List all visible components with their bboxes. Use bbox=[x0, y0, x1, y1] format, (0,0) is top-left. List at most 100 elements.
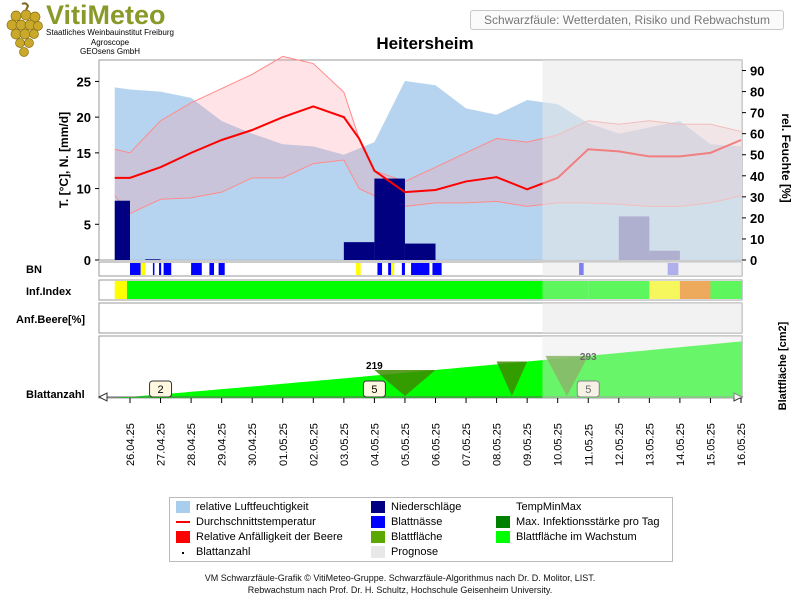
legend-label: Relative Anfälligkeit der Beere bbox=[196, 531, 343, 543]
leaf-area-label: 293 bbox=[580, 352, 597, 363]
legend-label: Durchschnittstemperatur bbox=[196, 516, 316, 528]
bn-segment-yellow bbox=[391, 263, 395, 275]
leaf-area-label: 219 bbox=[366, 361, 383, 372]
right-tick-label: 90 bbox=[750, 64, 764, 79]
leaf-count-label: 2 bbox=[157, 384, 163, 396]
bn-segment bbox=[377, 263, 383, 275]
date-label: 26.04.25 bbox=[125, 423, 137, 466]
date-label: 05.05.25 bbox=[400, 423, 412, 466]
date-label: 09.05.25 bbox=[522, 423, 534, 466]
inf-index-segment bbox=[710, 281, 742, 299]
legend-label: Max. Infektionsstärke pro Tag bbox=[516, 516, 660, 528]
date-label: 01.05.25 bbox=[278, 423, 290, 466]
right-tick-label: 80 bbox=[750, 85, 764, 100]
left-tick-label: 25 bbox=[77, 74, 91, 89]
infection-triangle bbox=[496, 361, 528, 396]
date-label: 30.04.25 bbox=[247, 423, 259, 466]
leaf-count-label: 5 bbox=[371, 384, 377, 396]
legend-label: TempMinMax bbox=[516, 501, 582, 513]
brand-title: VitiMeteo bbox=[46, 0, 166, 30]
date-label: 06.05.25 bbox=[431, 423, 443, 466]
inf-index-label: Inf.Index bbox=[26, 286, 72, 298]
left-tick-label: 20 bbox=[77, 110, 91, 125]
legend-label: Niederschläge bbox=[391, 501, 462, 513]
date-label: 03.05.25 bbox=[339, 423, 351, 466]
rain-bar bbox=[404, 243, 436, 260]
inf-index-segment bbox=[114, 281, 127, 299]
institution-1: Staatliches Weinbauinstitut Freiburg bbox=[46, 28, 174, 37]
legend-swatch bbox=[496, 531, 510, 543]
inf-index-segment bbox=[588, 281, 650, 299]
legend-swatch bbox=[182, 552, 184, 554]
legend-swatch bbox=[371, 531, 385, 543]
anf-beere-label: Anf.Beere[%] bbox=[16, 314, 85, 326]
rain-bar bbox=[374, 178, 405, 260]
chart-legend: relative Luftfeuchtigkeit Niederschläge Te… bbox=[169, 497, 673, 562]
forecast-overlay-bn bbox=[542, 262, 742, 276]
right-tick-label: 20 bbox=[750, 211, 764, 226]
rain-bar bbox=[343, 242, 375, 260]
date-label: 14.05.25 bbox=[675, 423, 687, 466]
institution-list: Staatliches Weinbauinstitut Freiburg Agr… bbox=[40, 28, 180, 57]
left-tick-label: 0 bbox=[84, 253, 91, 268]
right-tick-label: 50 bbox=[750, 148, 764, 163]
legend-label: Prognose bbox=[391, 546, 439, 558]
bn-segment bbox=[191, 263, 202, 275]
institution-2: Agroscope bbox=[90, 37, 130, 47]
date-label: 27.04.25 bbox=[156, 423, 168, 466]
infection-triangle bbox=[545, 355, 589, 396]
institution-3: GEOsens GmbH bbox=[79, 47, 140, 56]
bn-segment bbox=[130, 263, 141, 275]
bn-label: BN bbox=[26, 264, 42, 276]
date-label: 08.05.25 bbox=[492, 423, 504, 466]
date-label: 13.05.25 bbox=[644, 423, 656, 466]
legend-swatch bbox=[176, 531, 190, 543]
date-label: 15.05.25 bbox=[705, 423, 717, 466]
rain-bar bbox=[114, 200, 130, 260]
date-label: 07.05.25 bbox=[461, 423, 473, 466]
date-label: 11.05.25 bbox=[583, 424, 595, 466]
blattanzahl-label: Blattanzahl bbox=[26, 389, 85, 401]
legend-swatch bbox=[176, 521, 190, 523]
date-label: 04.05.25 bbox=[369, 423, 381, 466]
blatt-arrow-left bbox=[97, 392, 108, 402]
leaf-count-box bbox=[362, 380, 386, 398]
legend-swatch bbox=[371, 516, 385, 528]
forecast-overlay-blatt bbox=[542, 336, 742, 398]
forecast-overlay-inf bbox=[542, 280, 742, 300]
bn-segment bbox=[411, 263, 430, 275]
leaf-count-box bbox=[149, 380, 173, 398]
blatt-arrow-right bbox=[733, 392, 744, 402]
right-tick-label: 70 bbox=[750, 106, 764, 121]
legend-swatch bbox=[176, 501, 190, 513]
right-axis-label: rel. Feuchte [%] bbox=[779, 113, 793, 202]
chart-subtitle: Schwarzfäule: Wetterdaten, Risiko und Re… bbox=[470, 10, 784, 30]
right-tick-label: 40 bbox=[750, 169, 764, 184]
date-label: 28.04.25 bbox=[186, 423, 198, 466]
legend-label: Blattfläche im Wachstum bbox=[516, 531, 637, 543]
legend-label: Blattfläche bbox=[391, 531, 443, 543]
bn-segment bbox=[218, 263, 225, 275]
bn-segment bbox=[163, 263, 172, 275]
right-tick-label: 60 bbox=[750, 127, 764, 142]
inf-index-segment bbox=[679, 281, 711, 299]
bn-segment bbox=[159, 263, 162, 275]
date-label: 16.05.25 bbox=[736, 423, 748, 466]
legend-label: Blattnässe bbox=[391, 516, 443, 528]
bn-segment-yellow bbox=[356, 263, 361, 275]
inf-index-segment bbox=[126, 281, 589, 299]
date-label: 02.05.25 bbox=[308, 423, 320, 466]
infection-triangle bbox=[374, 369, 436, 396]
leaf-count-label: 5 bbox=[585, 384, 591, 396]
right-tick-label: 10 bbox=[750, 232, 764, 247]
footer-line-2: Rebwachstum nach Prof. Dr. H. Schultz, H… bbox=[247, 585, 553, 595]
inf-index-segment bbox=[649, 281, 680, 299]
bn-segment bbox=[432, 263, 442, 275]
footer-line-1: VM Schwarzfäule-Grafik © VitiMeteo-Grupp… bbox=[204, 573, 596, 583]
bn-segment bbox=[152, 263, 155, 275]
bn-segment bbox=[401, 263, 405, 275]
left-tick-label: 5 bbox=[84, 217, 91, 232]
legend-swatch bbox=[496, 516, 510, 528]
leaf-area-axis-label: Blattfläche [cm2] bbox=[777, 321, 789, 410]
footer: VM Schwarzfäule-Grafik © VitiMeteo-Grupp… bbox=[0, 572, 800, 596]
